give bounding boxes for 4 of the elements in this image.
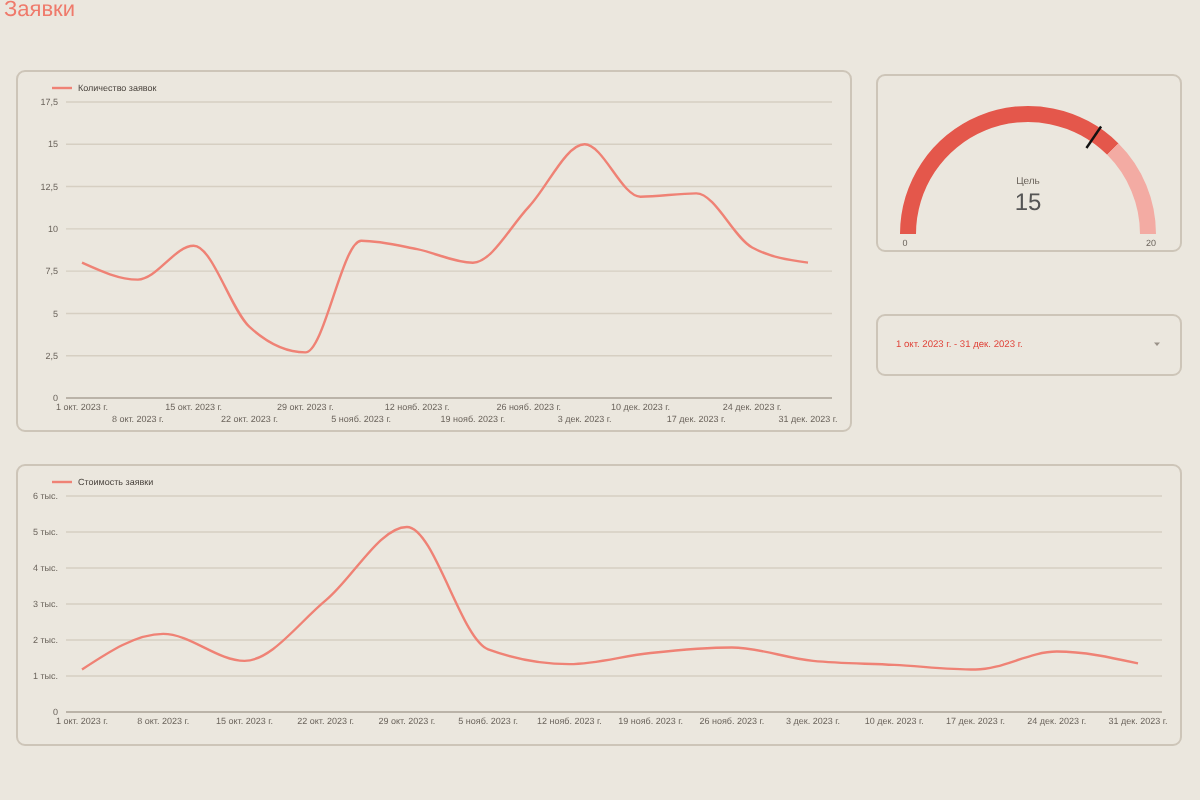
line-series [80,525,1140,671]
text: 15 [1014,188,1042,216]
line-series [80,143,810,354]
text: Заявки [4,0,76,22]
